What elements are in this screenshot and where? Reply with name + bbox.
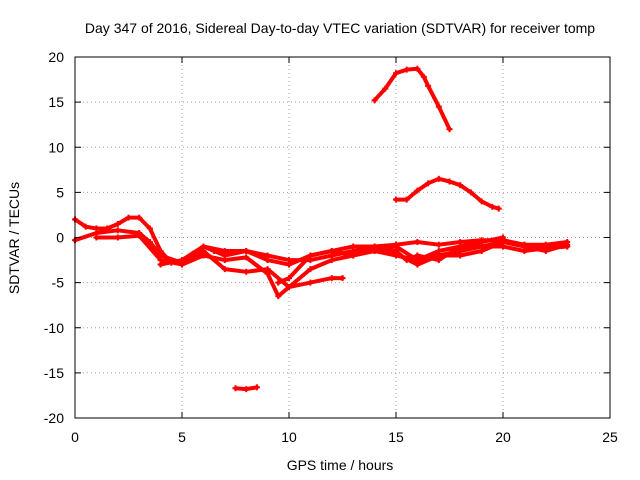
- data-point-track-a: [136, 214, 143, 221]
- data-point-track-h: [414, 187, 421, 194]
- data-point-track-f: [457, 252, 464, 259]
- x-axis-label: GPS time / hours: [287, 457, 394, 473]
- data-point-track-e: [393, 250, 399, 257]
- series-layer: [72, 65, 571, 393]
- data-point-track-c: [286, 284, 292, 291]
- data-point-track-a: [114, 220, 121, 227]
- data-point-track-c: [136, 232, 143, 239]
- y-tick-label: 10: [48, 139, 64, 155]
- data-point-track-h: [393, 196, 399, 203]
- x-tick-label: 5: [178, 429, 186, 445]
- data-point-track-i: [243, 386, 250, 393]
- y-tick-labels: 20 15 10 5 0 -5 -10 -15 -20: [44, 49, 64, 426]
- data-point-track-d: [221, 248, 228, 255]
- series-track-g: [372, 66, 452, 132]
- data-point-track-b: [114, 227, 121, 234]
- data-point-track-c: [221, 257, 228, 264]
- data-point-track-g: [425, 82, 432, 89]
- data-point-track-c: [93, 234, 100, 241]
- data-point-track-d: [200, 243, 207, 250]
- data-point-track-g: [446, 126, 453, 133]
- data-point-track-h: [446, 178, 453, 185]
- x-tick-label: 0: [71, 429, 79, 445]
- chart-title: Day 347 of 2016, Sidereal Day-to-day VTE…: [85, 20, 595, 36]
- data-point-track-d: [179, 257, 185, 264]
- y-tick-label: -5: [52, 275, 65, 291]
- data-point-track-a: [125, 214, 132, 221]
- data-point-track-c: [114, 234, 121, 241]
- data-point-track-d: [157, 261, 164, 268]
- y-tick-label: -15: [44, 365, 64, 381]
- data-point-track-c: [243, 254, 250, 261]
- data-point-track-e: [307, 252, 314, 259]
- data-point-track-g: [382, 85, 389, 92]
- data-point-track-g: [371, 97, 378, 104]
- x-tick-labels: 0 5 10 15 20 25: [71, 429, 618, 445]
- data-point-track-g: [414, 65, 421, 72]
- y-tick-label: -20: [44, 410, 64, 426]
- x-tick-label: 25: [602, 429, 618, 445]
- data-point-track-c: [200, 252, 207, 259]
- data-point-track-f: [382, 243, 389, 250]
- data-point-track-h: [457, 182, 464, 189]
- data-point-track-g: [420, 73, 427, 80]
- data-point-track-b: [146, 239, 153, 246]
- y-axis-label: SDTVAR / TECUs: [6, 182, 22, 294]
- data-point-track-e: [275, 279, 282, 286]
- data-point-track-e: [286, 275, 292, 282]
- data-point-track-a: [414, 239, 421, 246]
- data-point-track-a: [82, 223, 89, 230]
- data-point-track-h: [489, 203, 496, 210]
- data-point-track-f: [435, 252, 442, 259]
- data-point-track-a: [435, 241, 442, 248]
- data-point-track-h: [403, 196, 410, 203]
- data-point-track-c: [307, 266, 314, 273]
- data-point-track-a: [146, 225, 153, 232]
- data-point-track-b: [307, 279, 314, 286]
- data-point-track-i: [253, 384, 260, 391]
- data-point-track-h: [467, 189, 474, 196]
- data-point-track-f: [414, 257, 421, 264]
- data-point-track-e: [350, 252, 357, 259]
- data-point-track-f: [542, 243, 549, 250]
- data-point-track-h: [435, 175, 442, 182]
- data-point-track-f: [521, 241, 528, 248]
- data-point-track-b: [339, 275, 346, 282]
- data-point-track-g: [435, 103, 442, 110]
- data-point-track-h: [425, 180, 432, 187]
- series-track-h: [394, 176, 501, 211]
- y-tick-label: 20: [48, 49, 64, 65]
- data-point-track-g: [403, 66, 410, 73]
- data-point-track-f: [393, 243, 399, 250]
- x-tick-label: 20: [495, 429, 511, 445]
- data-point-track-g: [393, 70, 399, 77]
- data-point-track-h: [495, 205, 502, 212]
- data-point-track-d: [264, 252, 271, 259]
- data-point-track-f: [478, 248, 485, 255]
- data-point-track-b: [328, 275, 335, 282]
- data-point-track-c: [275, 293, 282, 300]
- data-point-track-e: [328, 248, 335, 255]
- data-point-track-c: [264, 270, 271, 277]
- data-point-track-h: [478, 198, 485, 205]
- data-point-track-d: [286, 257, 292, 264]
- y-tick-label: 15: [48, 94, 64, 110]
- data-point-track-b: [221, 266, 228, 273]
- series-track-f: [383, 240, 570, 263]
- data-point-track-b: [243, 268, 250, 275]
- data-point-track-d: [243, 248, 250, 255]
- axis-ticks: [74, 56, 611, 419]
- x-tick-label: 10: [281, 429, 297, 445]
- x-tick-label: 15: [388, 429, 404, 445]
- y-tick-label: 0: [56, 230, 64, 246]
- data-point-track-f: [500, 239, 506, 246]
- data-point-track-e: [371, 243, 378, 250]
- y-tick-label: -10: [44, 320, 64, 336]
- y-tick-label: 5: [56, 184, 64, 200]
- data-point-track-f: [564, 243, 571, 250]
- data-point-track-i: [232, 385, 239, 392]
